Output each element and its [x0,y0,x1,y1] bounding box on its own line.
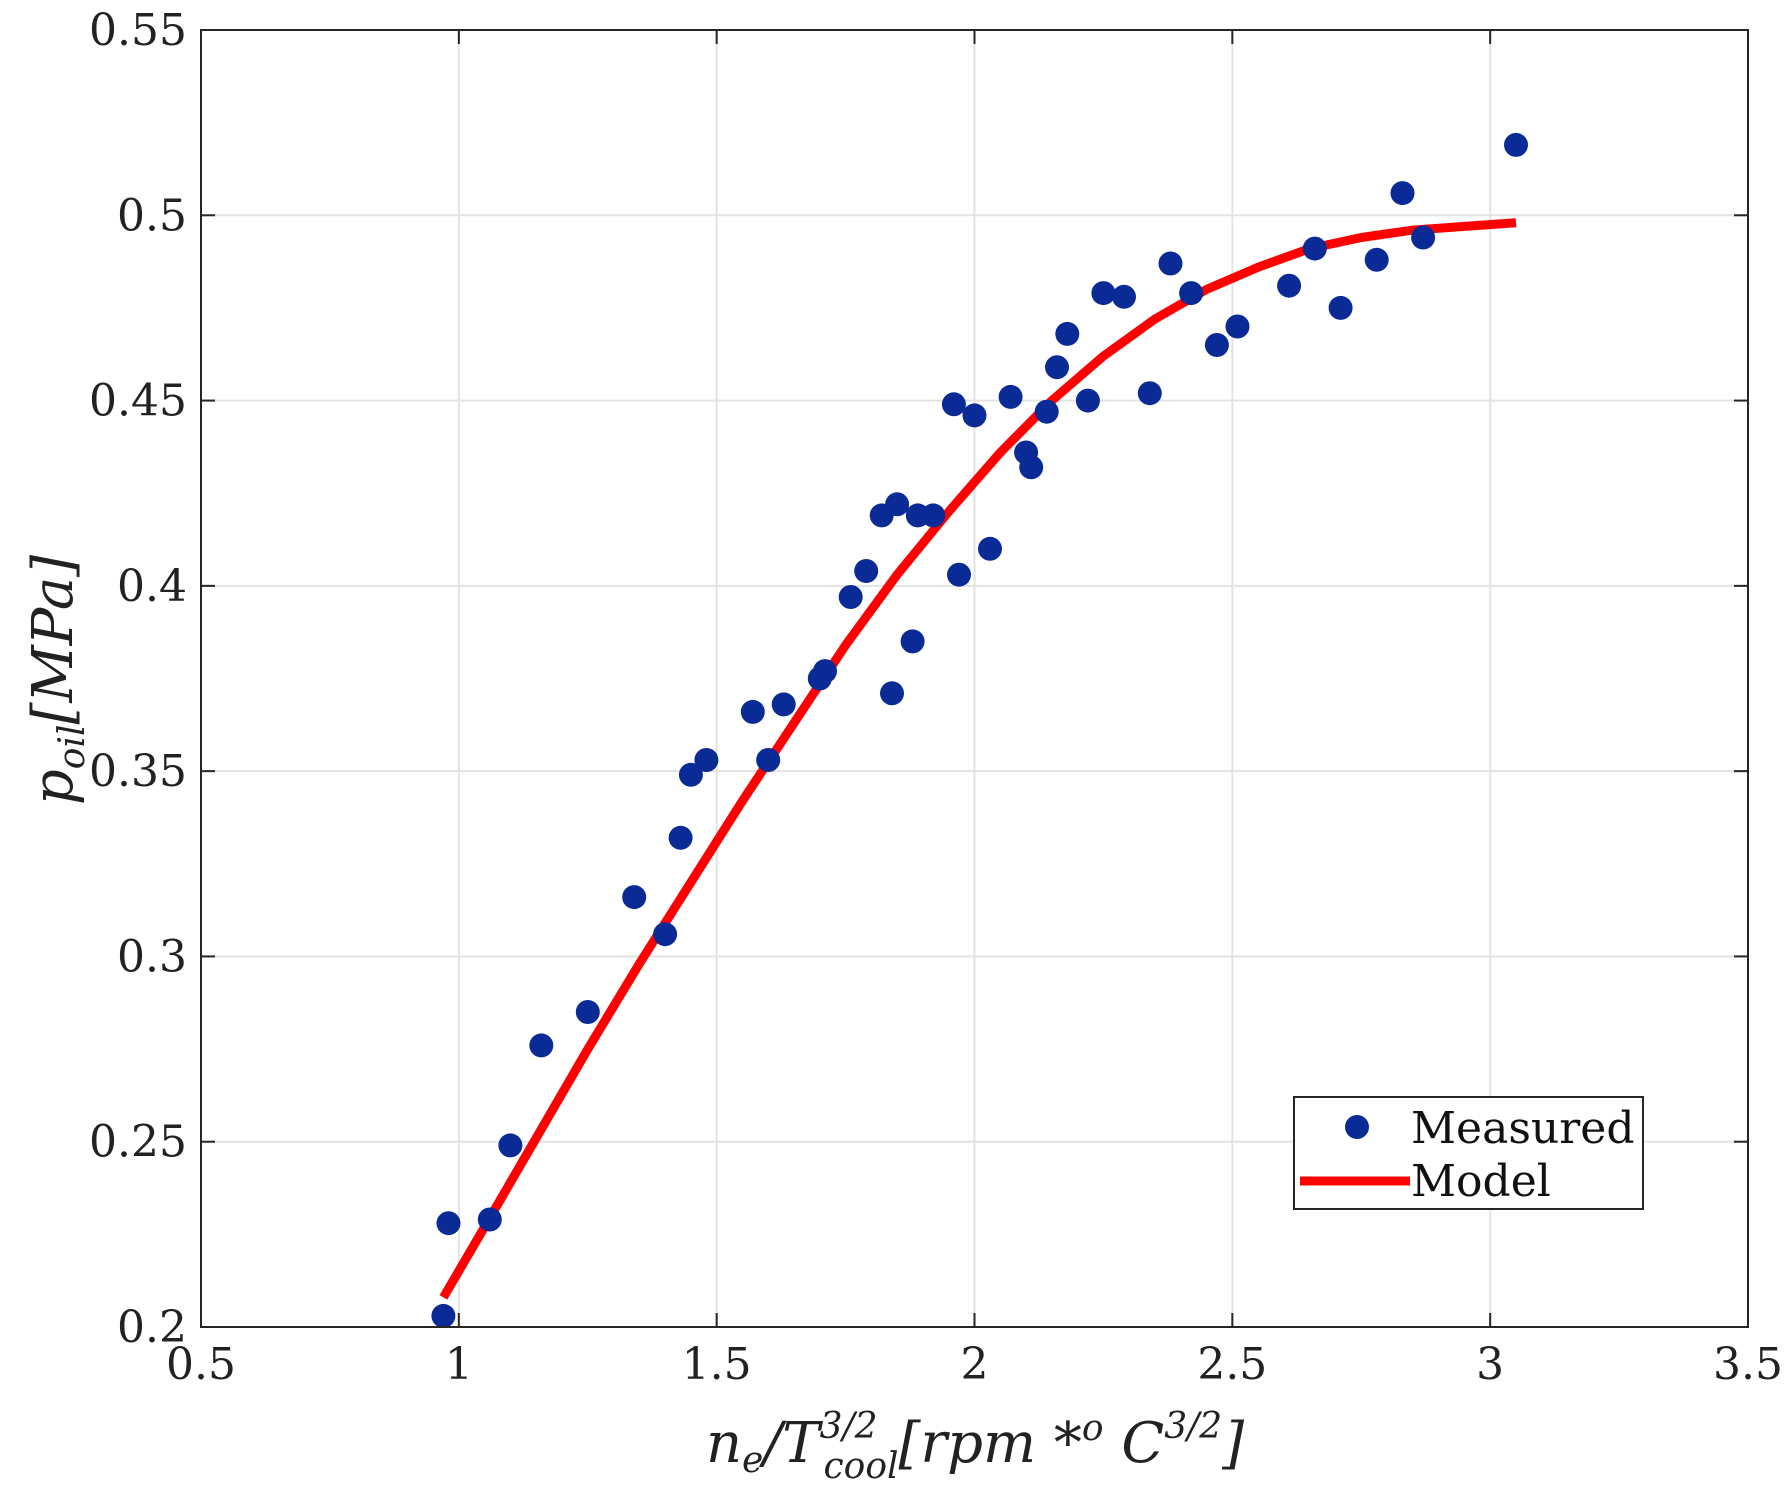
x-tick-label: 3.5 [1713,1339,1783,1390]
x-tick-label: 1 [445,1339,473,1390]
measured-point [947,562,971,587]
measured-point [1019,455,1044,480]
measured-point [854,559,879,583]
y-tick-label: 0.55 [89,5,187,56]
measured-point [1302,236,1327,261]
measured-point [653,922,678,947]
measured-point [436,1211,461,1236]
measured-point [1034,399,1059,424]
measured-point [941,392,966,417]
measured-point [771,692,796,717]
measured-point [529,1033,554,1058]
y-tick-label: 0.45 [89,376,187,427]
measured-point [498,1133,523,1158]
legend: Measured Model [1293,1096,1644,1210]
x-label-unit-c: C [1104,1411,1165,1476]
measured-point [1328,295,1353,320]
x-label-unit-o: o [1082,1408,1104,1449]
x-label-t-sub: cool [824,1446,899,1487]
measured-point [1504,132,1528,157]
y-tick-label: 0.2 [117,1302,187,1353]
measured-point [1225,314,1250,339]
y-label-base: p [21,769,86,805]
measured-point [1045,355,1069,380]
y-tick-label: 0.35 [89,746,187,797]
measured-point [756,748,781,772]
measured-point [1204,333,1229,357]
measured-point [477,1207,502,1232]
measured-point [838,585,863,609]
measured-series [431,132,1528,1328]
measured-point [885,492,910,517]
model-series [439,218,1517,1300]
measured-point [813,659,837,684]
measured-point [1179,281,1204,306]
y-tick-label: 0.3 [117,931,187,982]
y-label-unit: [MPa] [21,555,86,725]
x-tick-label: 0.5 [166,1339,236,1390]
y-axis-label: poil[MPa] [21,555,93,805]
y-label-sub: oil [52,725,93,770]
measured-point [1277,273,1302,298]
x-tick-label: 1.5 [682,1339,752,1390]
y-tick-labels: 0.2 0.25 0.3 0.35 0.4 0.45 0.5 0.55 [89,5,187,1353]
measured-point [978,536,1002,561]
measured-point [1411,225,1436,250]
measured-point [575,1000,600,1024]
legend-box [1293,1096,1644,1210]
y-tick-label: 0.25 [89,1117,187,1168]
measured-point [678,762,703,787]
x-tick-label: 3 [1476,1339,1504,1390]
y-tick-label: 0.5 [117,190,187,241]
measured-point [1075,388,1100,413]
x-label-unit-open: [rpm * [899,1411,1082,1476]
measured-point [962,403,987,428]
measured-point [694,748,719,772]
ticks [200,29,1749,1328]
legend-marker-measured [1345,1115,1369,1139]
x-axis-label: ne/T3/2 cool[rpm *o C3/2] [706,1406,1244,1487]
measured-point [1112,284,1136,309]
x-label-base: n [706,1411,742,1476]
measured-point [668,825,693,850]
legend-label-model: Model [1411,1156,1551,1207]
measured-point [1137,381,1162,406]
model-curve [439,218,1517,1300]
measured-point [431,1303,456,1328]
x-label-slash: /T [758,1411,823,1476]
x-label-base-sub: e [742,1440,763,1481]
x-tick-labels: 0.5 1 1.5 2 2.5 3 3.5 [166,1339,1783,1390]
measured-point [921,503,946,528]
measured-point [1390,181,1415,206]
x-label-t-sup: 3/2 [820,1406,878,1447]
measured-point [1364,247,1389,272]
measured-point [900,629,925,654]
x-label-unit-sup: 3/2 [1164,1406,1222,1447]
y-tick-label: 0.4 [117,561,187,612]
measured-point [1158,251,1183,276]
measured-point [998,384,1023,409]
x-tick-label: 2 [961,1339,989,1390]
measured-point [740,699,765,724]
legend-label-measured: Measured [1411,1103,1634,1154]
measured-point [622,885,647,910]
x-tick-label: 2.5 [1197,1339,1267,1390]
x-label-unit-close: ] [1221,1411,1244,1476]
measured-point [880,681,904,706]
measured-point [1091,281,1116,306]
measured-point [1055,321,1080,346]
